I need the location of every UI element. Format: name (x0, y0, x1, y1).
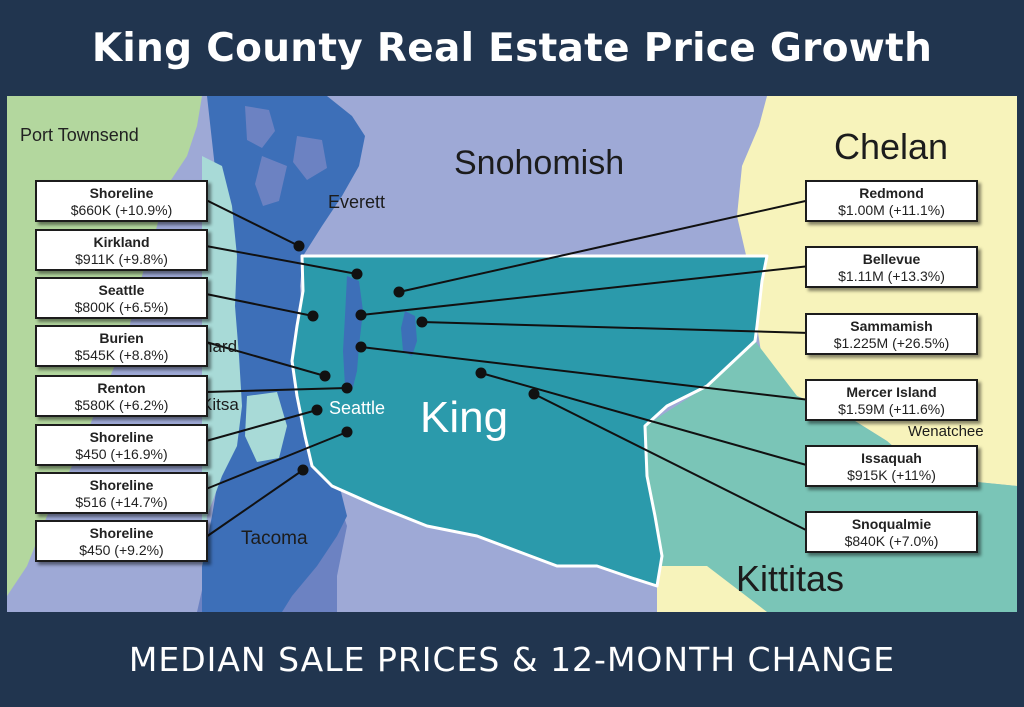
card-city-name: Shoreline (89, 429, 154, 445)
label-seattle: Seattle (329, 398, 385, 418)
card-city-name: Snoqualmie (851, 516, 932, 532)
city-dot (351, 268, 363, 280)
card-city-name: Renton (97, 380, 146, 396)
card-city-value: $1.11M (+13.3%) (838, 268, 945, 284)
puget-sound (202, 96, 365, 612)
card-mercer-island: Mercer Island $1.59M (+11.6%) (805, 379, 978, 421)
leader-line (205, 431, 348, 490)
city-dot (475, 367, 487, 379)
card-city-value: $800K (+6.5%) (74, 299, 169, 315)
leader-lines (205, 199, 811, 538)
card-city-value: $516 (+14.7%) (75, 494, 168, 510)
city-dot (355, 309, 367, 321)
label-snohomish: Snohomish (454, 144, 624, 182)
city-dot (319, 370, 331, 382)
card-burien: Burien $545K (+8.8%) (35, 325, 208, 367)
leader-line (205, 293, 314, 317)
leader-line (205, 341, 326, 377)
kitsap-region (202, 156, 242, 566)
card-city-value: $545K (+8.8%) (74, 347, 169, 363)
label-everett: Everett (328, 192, 385, 212)
leader-line (205, 387, 348, 393)
leader-line (205, 199, 300, 247)
card-city-value: $915K (+11%) (847, 467, 936, 483)
card-city-value: $1.59M (+11.6%) (838, 401, 945, 417)
card-city-name: Shoreline (89, 525, 154, 541)
island (245, 106, 275, 148)
label-kittitas: Kittitas (736, 558, 844, 599)
label-port-townsend: Port Townsend (20, 125, 139, 145)
leader-line (533, 393, 811, 533)
card-city-value: $580K (+6.2%) (74, 397, 169, 413)
city-dots (293, 240, 540, 476)
card-city-value: $1.00M (+11.1%) (838, 202, 945, 218)
map-subtitle: MEDIAN SALE PRICES & 12-MONTH CHANGE (128, 640, 896, 679)
card-city-name: Seattle (98, 282, 145, 298)
card-city-value: $840K (+7.0%) (844, 533, 939, 549)
card-sammamish: Sammamish $1.225M (+26.5%) (805, 313, 978, 355)
card-city-name: Kirkland (93, 234, 150, 250)
city-dot (307, 310, 319, 322)
leader-line (480, 372, 811, 467)
card-shoreline-3: Shoreline $516 (+14.7%) (35, 472, 208, 514)
leader-line (398, 199, 811, 293)
city-dot (293, 240, 305, 252)
card-city-name: Burien (99, 330, 144, 346)
card-city-name: Bellevue (862, 251, 921, 267)
card-city-value: $911K (+9.8%) (75, 251, 168, 267)
leader-line (205, 245, 358, 275)
leader-line (360, 346, 811, 401)
card-issaquah: Issaquah $915K (+11%) (805, 445, 978, 487)
card-bellevue: Bellevue $1.11M (+13.3%) (805, 246, 978, 288)
card-shoreline-4: Shoreline $450 (+9.2%) (35, 520, 208, 562)
map-title: King County Real Estate Price Growth (91, 25, 933, 71)
card-city-name: Sammamish (850, 318, 933, 334)
label-chelan: Chelan (834, 126, 948, 167)
label-bremerton-partial: nard (203, 337, 237, 356)
island (245, 392, 287, 462)
city-dot (528, 388, 540, 400)
card-shoreline-2: Shoreline $450 (+16.9%) (35, 424, 208, 466)
island (255, 156, 287, 206)
card-kirkland: Kirkland $911K (+9.8%) (35, 229, 208, 271)
card-city-value: $660K (+10.9%) (70, 202, 173, 218)
chelan-corner (657, 566, 767, 612)
card-city-name: Mercer Island (846, 384, 937, 400)
city-dot (393, 286, 405, 298)
lake-washington (343, 276, 363, 391)
card-shoreline-1: Shoreline $660K (+10.9%) (35, 180, 208, 222)
card-city-value: $1.225M (+26.5%) (833, 335, 950, 351)
card-snoqualmie: Snoqualmie $840K (+7.0%) (805, 511, 978, 553)
label-kitsap-partial: Kitsa (201, 395, 239, 414)
label-king: King (420, 393, 508, 442)
island (293, 136, 327, 180)
leader-line (205, 409, 318, 442)
card-city-name: Shoreline (89, 477, 154, 493)
lake-sammamish (401, 311, 417, 356)
city-dot (311, 404, 323, 416)
card-city-name: Shoreline (89, 185, 154, 201)
leader-line (360, 265, 811, 316)
leader-line (205, 469, 304, 538)
city-dot (416, 316, 428, 328)
card-seattle: Seattle $800K (+6.5%) (35, 277, 208, 319)
label-wenatchee: Wenatchee (908, 423, 984, 440)
city-dot (341, 426, 353, 438)
leader-line (421, 321, 811, 334)
city-dot (355, 341, 367, 353)
card-city-name: Issaquah (861, 450, 922, 466)
card-renton: Renton $580K (+6.2%) (35, 375, 208, 417)
label-tacoma: Tacoma (241, 528, 308, 549)
card-redmond: Redmond $1.00M (+11.1%) (805, 180, 978, 222)
card-city-value: $450 (+16.9%) (75, 446, 168, 462)
card-city-value: $450 (+9.2%) (79, 542, 164, 558)
city-dot (297, 464, 309, 476)
card-city-name: Redmond (859, 185, 924, 201)
city-dot (341, 382, 353, 394)
